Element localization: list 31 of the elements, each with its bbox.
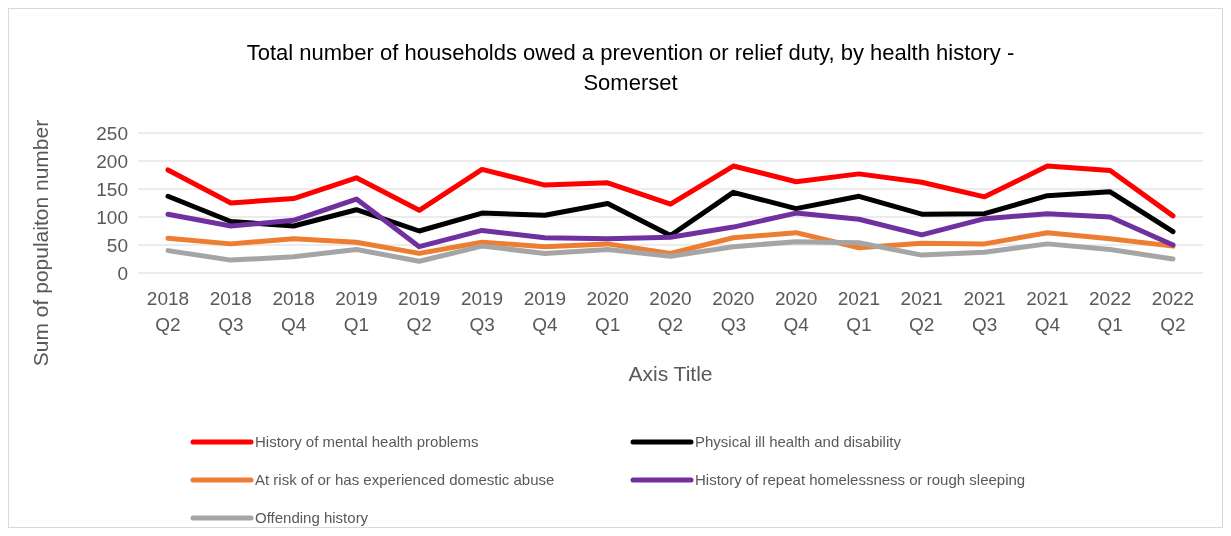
x-tick-label: 2020 Q2 [649, 288, 692, 335]
y-tick-label: 200 [96, 150, 128, 172]
x-tick-label: 2021 Q4 [1026, 288, 1069, 335]
x-tick-label: 2019 Q2 [398, 288, 441, 335]
y-tick-label: 250 [96, 122, 128, 144]
y-tick-label: 150 [96, 178, 128, 200]
legend-label: At risk of or has experienced domestic abuse [255, 471, 555, 489]
x-tick-label: 2020 Q3 [712, 288, 755, 335]
x-tick-label: 2019 Q4 [523, 288, 567, 335]
x-tick-label: 2018 Q4 [272, 288, 315, 335]
x-tick-label: 2020 Q4 [774, 288, 818, 335]
x-tick-label: 2021 Q1 [837, 288, 881, 335]
x-tick-label: 2021 Q2 [900, 288, 943, 335]
x-tick-label: 2020 Q1 [586, 288, 629, 335]
legend-label: History of repeat homelessness or rough sleeping [695, 471, 1026, 489]
x-tick-label: 2018 Q3 [209, 288, 252, 335]
y-tick-label: 100 [96, 206, 128, 228]
x-tick-label: 2018 Q2 [146, 288, 190, 335]
x-tick-label: 2022 Q1 [1089, 288, 1132, 335]
x-axis-title: Axis Title [628, 362, 713, 385]
y-tick-label: 50 [106, 234, 128, 256]
legend-label: Offending history [255, 509, 369, 527]
x-tick-label: 2022 Q2 [1151, 288, 1195, 335]
x-tick-label: 2019 Q3 [460, 288, 504, 335]
x-tick-label: 2021 Q3 [963, 288, 1006, 335]
y-axis-title: Sum of populaiton number [29, 119, 52, 367]
legend-label: History of mental health problems [255, 433, 479, 451]
chart-title: Total number of households owed a prevention or relief duty, by health history - Somerset [246, 40, 1015, 95]
legend-label: Physical ill health and disability [695, 433, 902, 451]
y-tick-label: 0 [117, 262, 128, 284]
x-tick-label: 2019 Q1 [335, 288, 378, 335]
